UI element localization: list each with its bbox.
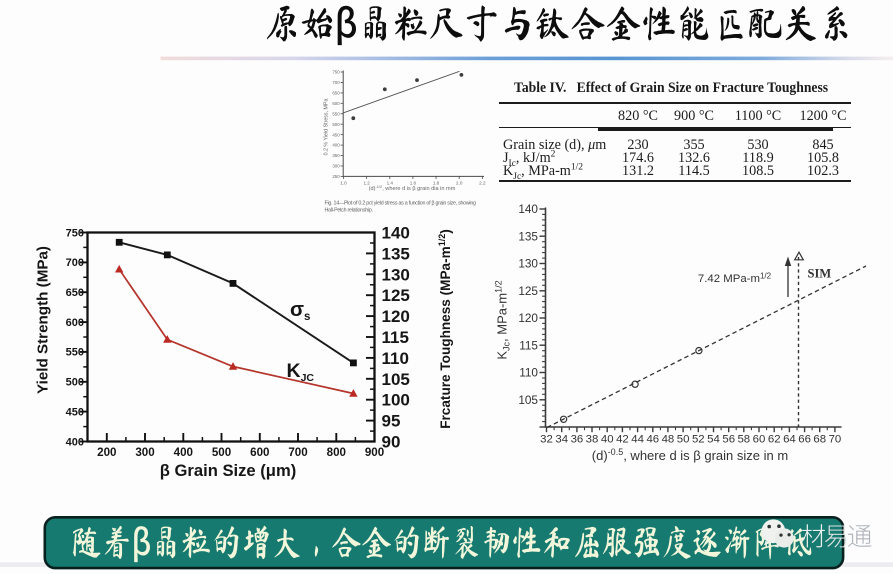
svg-text:KJC: KJC (287, 360, 315, 384)
svg-text:600: 600 (250, 446, 269, 459)
svg-text:750: 750 (332, 70, 340, 75)
svg-text:300: 300 (332, 164, 340, 169)
svg-text:42: 42 (616, 434, 629, 446)
svg-text:68: 68 (813, 434, 826, 446)
svg-text:800: 800 (327, 446, 346, 459)
svg-text:130: 130 (518, 257, 538, 271)
svg-text:54: 54 (707, 434, 720, 446)
svg-text:2.2: 2.2 (479, 180, 486, 185)
svg-text:1.0: 1.0 (340, 180, 347, 185)
svg-text:700: 700 (288, 446, 307, 459)
svg-text:135: 135 (382, 244, 410, 263)
svg-text:1.8: 1.8 (433, 180, 440, 185)
svg-text:34: 34 (555, 434, 568, 446)
svg-text:70: 70 (829, 434, 842, 446)
svg-text:300: 300 (135, 446, 154, 459)
svg-text:500: 500 (66, 377, 84, 389)
svg-text:64: 64 (783, 434, 796, 446)
svg-text:Hall-Petch relationship.: Hall-Petch relationship. (325, 208, 374, 214)
svg-text:46: 46 (646, 434, 659, 446)
svg-text:400: 400 (332, 143, 340, 148)
svg-text:140: 140 (382, 224, 410, 243)
svg-text:550: 550 (66, 347, 84, 359)
svg-text:900: 900 (365, 446, 384, 459)
svg-text:38: 38 (586, 434, 599, 446)
svg-text:100: 100 (382, 391, 410, 410)
svg-text:Fig. 14—Plot of 0.2 pct yield: Fig. 14—Plot of 0.2 pct yield stress as … (325, 201, 477, 207)
svg-text:44: 44 (631, 434, 644, 446)
svg-text:120: 120 (518, 311, 538, 325)
svg-text:600: 600 (66, 317, 84, 329)
svg-text:1.2: 1.2 (363, 180, 370, 185)
svg-text:(d)-1/2, where d is β grain di: (d)-1/2, where d is β grain dia in mm (369, 184, 456, 192)
svg-text:600: 600 (332, 101, 340, 106)
svg-text:52: 52 (692, 434, 705, 446)
svg-text:400: 400 (174, 446, 193, 459)
svg-text:400: 400 (66, 436, 84, 448)
svg-text:125: 125 (382, 286, 410, 305)
svg-text:750: 750 (66, 227, 84, 239)
svg-text:40: 40 (601, 434, 614, 446)
svg-text:125: 125 (518, 284, 538, 298)
svg-text:56: 56 (722, 434, 735, 446)
svg-text:KJc, MPa-m1/2: KJc, MPa-m1/2 (494, 280, 512, 359)
svg-text:58: 58 (737, 434, 750, 446)
svg-text:350: 350 (332, 153, 340, 158)
svg-text:105: 105 (518, 393, 538, 407)
svg-text:48: 48 (662, 434, 675, 446)
svg-text:60: 60 (753, 434, 766, 446)
svg-text:σs: σs (290, 298, 310, 323)
svg-text:36: 36 (571, 434, 584, 446)
svg-text:140: 140 (518, 202, 538, 216)
svg-text:1.6: 1.6 (410, 180, 417, 185)
svg-text:0.2 % Yield Stress, MPa: 0.2 % Yield Stress, MPa (324, 99, 330, 156)
svg-text:700: 700 (66, 257, 84, 269)
svg-text:650: 650 (332, 91, 340, 96)
svg-text:110: 110 (382, 349, 409, 368)
svg-text:250: 250 (332, 174, 340, 179)
svg-text:115: 115 (382, 328, 409, 347)
svg-text:1.4: 1.4 (387, 180, 394, 185)
svg-text:95: 95 (382, 412, 401, 431)
svg-text:700: 700 (332, 80, 340, 85)
svg-text:500: 500 (332, 122, 340, 127)
svg-text:650: 650 (66, 287, 84, 299)
svg-text:β Grain Size (μm): β Grain Size (μm) (160, 461, 296, 480)
svg-text:120: 120 (382, 307, 410, 326)
svg-text:Frcature Toughness (MPa-m1/2): Frcature Toughness (MPa-m1/2) (437, 229, 453, 429)
svg-text:7.42 MPa-m1/2: 7.42 MPa-m1/2 (698, 271, 772, 285)
svg-text:50: 50 (677, 434, 690, 446)
svg-text:Yield Strength (MPa): Yield Strength (MPa) (35, 246, 52, 394)
svg-text:115: 115 (519, 338, 538, 352)
svg-text:(d)-0.5, where d is β grain si: (d)-0.5, where d is β grain size in m (592, 447, 788, 463)
svg-text:500: 500 (212, 446, 231, 459)
svg-text:200: 200 (97, 446, 116, 459)
svg-text:105: 105 (382, 370, 410, 389)
svg-text:SIM: SIM (808, 267, 832, 281)
svg-text:110: 110 (519, 366, 538, 380)
svg-text:450: 450 (332, 132, 340, 137)
svg-text:2.0: 2.0 (456, 180, 463, 185)
svg-text:90: 90 (382, 433, 401, 452)
svg-text:450: 450 (66, 406, 84, 418)
svg-text:550: 550 (332, 111, 340, 116)
svg-text:32: 32 (540, 434, 553, 446)
svg-text:130: 130 (382, 265, 410, 284)
svg-text:62: 62 (768, 434, 781, 446)
svg-text:66: 66 (798, 434, 811, 446)
svg-text:135: 135 (518, 229, 538, 243)
